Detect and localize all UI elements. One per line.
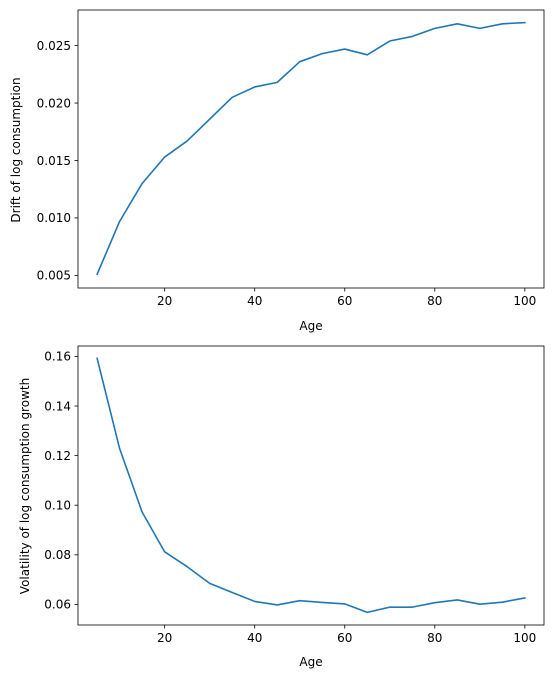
drift-x-ticks: 20 40 60 80 100: [157, 288, 536, 308]
volatility-y-axis-label: Volatility of log consumption growth: [18, 378, 32, 594]
volatility-series-line-0: [96, 357, 526, 614]
drift-y-tick-label: 0.020: [37, 96, 71, 110]
volatility-x-tick-label: 20: [157, 631, 172, 645]
volatility-x-tick-label: 80: [427, 631, 442, 645]
drift-y-tick-label: 0.025: [37, 39, 71, 53]
drift-panel: 20 40 60 80 100 0.005 0.010 0.015 0.020 0.025 Ag…: [9, 9, 545, 333]
drift-x-tick-label: 100: [513, 294, 536, 308]
drift-y-axis-label: Drift of log consumption: [9, 77, 23, 222]
volatility-y-tick-label: 0.06: [44, 598, 71, 612]
drift-series: [96, 21, 526, 276]
drift-x-tick-label: 40: [247, 294, 262, 308]
drift-y-tick-label: 0.015: [37, 154, 71, 168]
drift-series-line-0: [96, 21, 526, 276]
volatility-x-tick-label: 60: [337, 631, 352, 645]
volatility-x-ticks: 20 40 60 80 100: [157, 625, 536, 645]
volatility-y-tick-label: 0.10: [44, 499, 71, 513]
volatility-axes-spines: [77, 345, 545, 626]
drift-y-ticks: 0.005 0.010 0.015 0.020 0.025: [37, 39, 78, 283]
volatility-x-axis-label: Age: [299, 655, 322, 669]
drift-axes-frame: [77, 9, 545, 289]
drift-x-tick-label: 60: [337, 294, 352, 308]
volatility-x-tick-label: 40: [247, 631, 262, 645]
volatility-panel: 20 40 60 80 100 0.06 0.08 0.10 0.12 0.14 0.16 Age…: [18, 345, 545, 669]
volatility-y-ticks: 0.06 0.08 0.10 0.12 0.14 0.16: [44, 350, 78, 612]
drift-axes-spines: [77, 9, 545, 289]
drift-y-tick-label: 0.005: [37, 269, 71, 283]
volatility-y-tick-label: 0.14: [44, 399, 71, 413]
volatility-y-tick-label: 0.12: [44, 449, 71, 463]
drift-x-tick-label: 20: [157, 294, 172, 308]
drift-x-axis-label: Age: [299, 319, 322, 333]
drift-x-tick-label: 80: [427, 294, 442, 308]
volatility-y-tick-label: 0.08: [44, 548, 71, 562]
volatility-x-tick-label: 100: [513, 631, 536, 645]
drift-y-tick-label: 0.010: [37, 211, 71, 225]
volatility-y-tick-label: 0.16: [44, 350, 71, 364]
volatility-axes-frame: [77, 345, 545, 626]
volatility-series: [96, 357, 526, 614]
